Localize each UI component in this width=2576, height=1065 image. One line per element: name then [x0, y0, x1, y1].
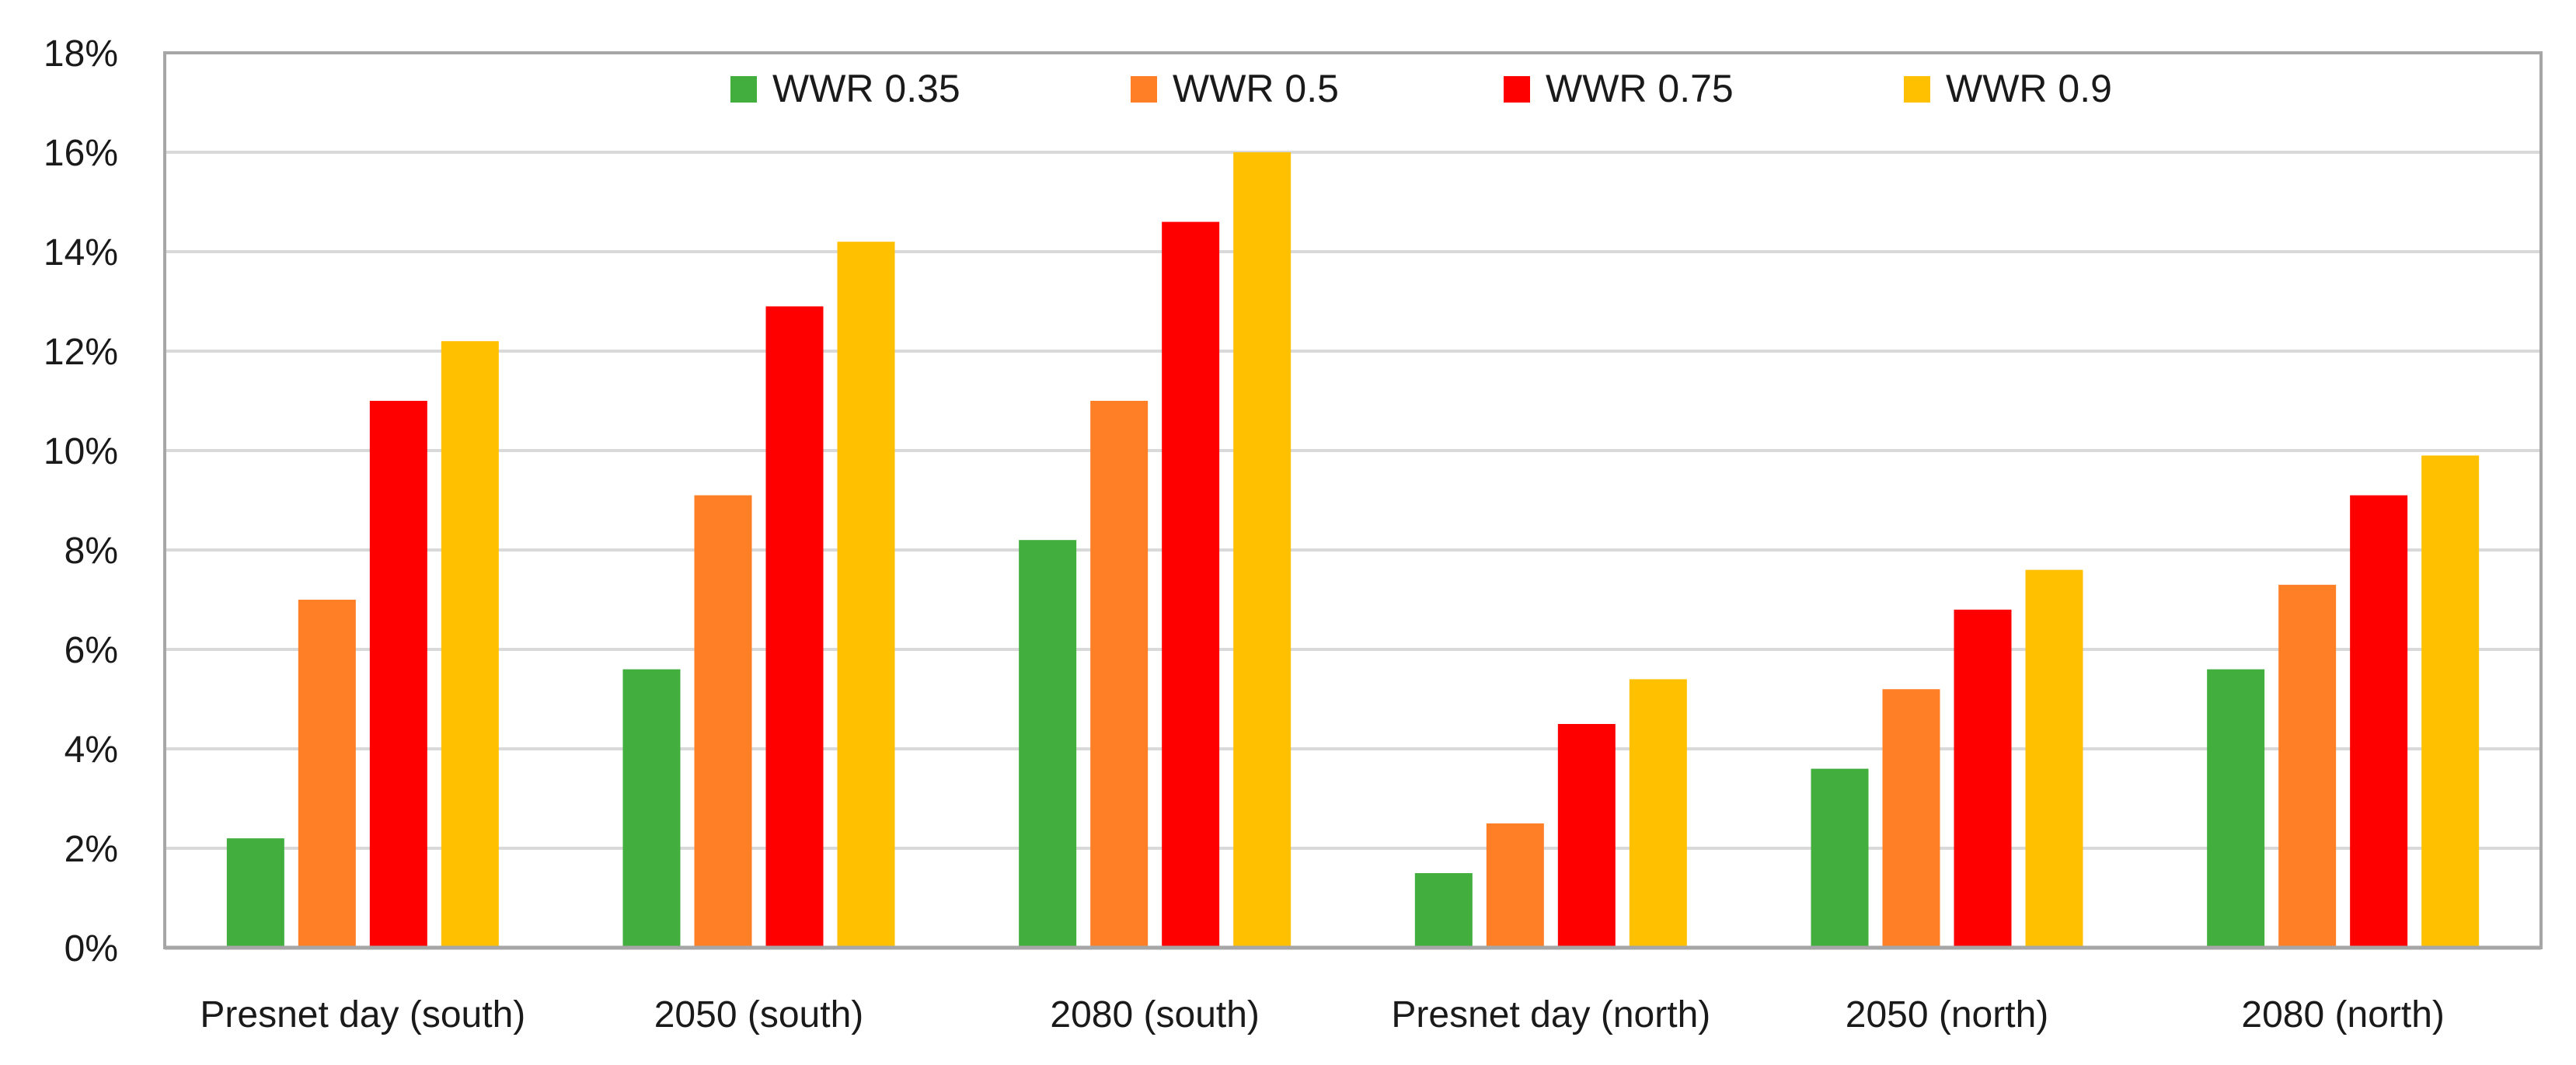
y-tick-label: 10% [44, 431, 118, 472]
bar-wwr-0-35-1 [622, 669, 681, 948]
x-tick-label: 2050 (north) [1846, 994, 2049, 1035]
bar-wwr-0-5-5 [2278, 584, 2337, 948]
bar-wwr-0-75-5 [2350, 495, 2408, 948]
x-tick-label: Presnet day (north) [1391, 994, 1710, 1035]
y-tick-labels: 0% 2% 4% 6% 8% 10% 12% 14% 16% 18% [44, 33, 118, 969]
bar-wwr-0-9-3 [1629, 679, 1687, 948]
bar-wwr-0-5-3 [1486, 823, 1544, 948]
y-tick-label: 4% [64, 729, 118, 771]
x-tick-label: 2050 (south) [654, 994, 864, 1035]
legend: WWR 0.35 WWR 0.5 WWR 0.75 WWR 0.9 [730, 67, 2112, 110]
y-tick-label: 12% [44, 332, 118, 373]
bar-wwr-0-9-1 [837, 242, 895, 948]
bar-wwr-0-75-2 [1162, 221, 1220, 948]
bar-wwr-0-75-0 [369, 401, 427, 948]
bar-wwr-0-9-5 [2421, 455, 2480, 948]
bar-wwr-0-5-0 [298, 600, 356, 948]
bar-wwr-0-9-4 [2025, 569, 2083, 948]
bar-wwr-0-75-3 [1557, 724, 1616, 948]
legend-label: WWR 0.9 [1946, 67, 2112, 110]
bar-wwr-0-35-0 [226, 838, 284, 948]
bar-wwr-0-35-4 [1811, 768, 1869, 948]
y-tick-label: 2% [64, 829, 118, 870]
legend-swatch [1131, 76, 1157, 103]
x-tick-label: Presnet day (south) [200, 994, 525, 1035]
x-tick-labels: Presnet day (south) 2050 (south) 2080 (sou… [200, 994, 2445, 1035]
bar-wwr-0-9-2 [1233, 152, 1291, 948]
y-tick-label: 8% [64, 531, 118, 572]
bar-wwr-0-5-1 [694, 495, 752, 948]
y-tick-label: 0% [64, 928, 118, 969]
bars [226, 152, 2480, 948]
bar-wwr-0-35-3 [1414, 873, 1473, 948]
bar-wwr-0-5-2 [1090, 401, 1149, 948]
bar-wwr-0-75-4 [1954, 609, 2012, 948]
axes [163, 51, 2543, 950]
legend-label: WWR 0.75 [1546, 67, 1734, 110]
bar-wwr-0-5-4 [1882, 689, 1940, 948]
bar-wwr-0-35-2 [1019, 540, 1077, 948]
y-tick-label: 6% [64, 630, 118, 671]
plot-area-border [163, 51, 2543, 949]
legend-swatch [1504, 76, 1530, 103]
bar-wwr-0-35-5 [2207, 669, 2265, 948]
bar-wwr-0-75-1 [765, 306, 824, 948]
y-tick-label: 16% [44, 133, 118, 174]
x-tick-label: 2080 (north) [2241, 994, 2445, 1035]
x-tick-label: 2080 (south) [1050, 994, 1260, 1035]
legend-swatch [1904, 76, 1930, 103]
y-tick-label: 18% [44, 33, 118, 75]
gridlines [165, 51, 2541, 850]
legend-swatch [730, 76, 757, 103]
legend-label: WWR 0.5 [1173, 67, 1339, 110]
legend-label: WWR 0.35 [772, 67, 960, 110]
y-tick-label: 14% [44, 232, 118, 273]
bar-wwr-0-9-0 [441, 341, 499, 948]
